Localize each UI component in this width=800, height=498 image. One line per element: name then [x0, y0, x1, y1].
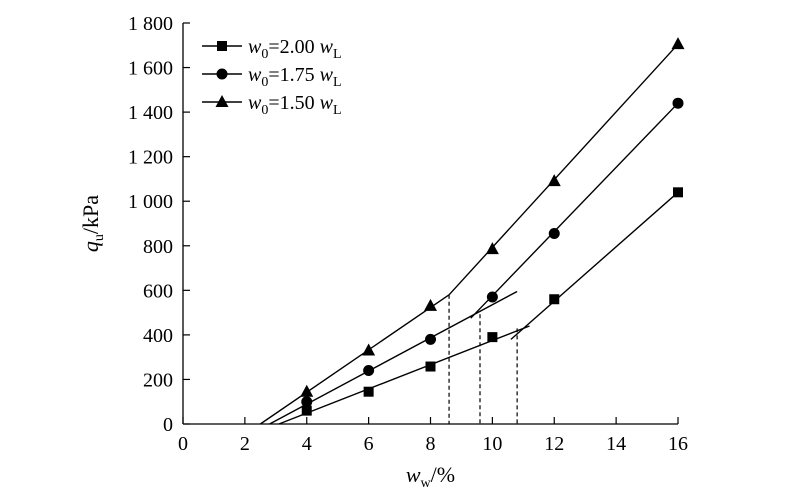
- fit-line-series-2: [470, 102, 679, 319]
- data-point-series-3: [362, 343, 376, 356]
- x-tick-label: 6: [364, 433, 374, 455]
- data-point-series-1: [549, 294, 560, 305]
- data-point-series-2: [301, 396, 313, 408]
- data-point-series-3: [485, 242, 499, 255]
- axes: 0 2 4 6 8 10 12 14 16 0 200 400 600 800 1 000 1 200 1 40…: [78, 13, 688, 491]
- data-point-series-2: [548, 228, 560, 240]
- data-point-series-3: [547, 174, 561, 187]
- fit-line-series-1: [278, 325, 530, 425]
- x-tick-label: 0: [178, 433, 188, 455]
- x-tick-label: 8: [426, 433, 436, 455]
- x-tick-label: 2: [240, 433, 250, 455]
- data-point-series-2: [425, 333, 436, 345]
- data-markers: [300, 37, 685, 416]
- y-tick-label: 1 800: [128, 13, 173, 35]
- fit-line-series-3: [259, 294, 450, 425]
- data-point-series-2: [363, 365, 375, 377]
- y-tick-label: 1 000: [128, 191, 173, 213]
- legend-marker-3: [215, 95, 229, 107]
- data-point-series-1: [673, 187, 683, 198]
- breakpoint-dashed-lines: [448, 294, 518, 424]
- y-tick-label: 0: [163, 414, 173, 436]
- data-point-series-1: [301, 405, 312, 416]
- x-tick-label: 10: [482, 433, 502, 455]
- y-tick-label: 800: [143, 236, 173, 258]
- legend-label-1: w0=2.00 wL: [248, 36, 342, 62]
- x-tick-label: 14: [606, 433, 626, 455]
- data-point-series-1: [363, 386, 374, 397]
- data-point-series-1: [487, 332, 498, 343]
- data-point-series-2: [672, 97, 684, 109]
- y-axis-title: qu/kPa: [78, 195, 107, 252]
- legend-marker-2: [216, 68, 228, 80]
- legend-label-3: w0=1.50 wL: [248, 92, 342, 118]
- data-point-series-3: [424, 298, 437, 311]
- x-tick-label: 12: [544, 433, 564, 455]
- y-tick-label: 1 600: [128, 58, 173, 80]
- y-tick-label: 1 400: [128, 102, 173, 124]
- fit-line-series-3: [448, 43, 679, 296]
- legend-marker-1: [217, 41, 227, 51]
- y-tick-label: 400: [143, 325, 173, 347]
- y-tick-label: 1 200: [128, 147, 173, 169]
- data-point-series-2: [486, 291, 498, 303]
- fit-line-series-1: [510, 191, 679, 340]
- data-point-series-3: [300, 384, 314, 397]
- data-point-series-1: [425, 361, 436, 372]
- y-tick-label: 200: [143, 369, 173, 391]
- x-tick-label: 4: [302, 433, 312, 455]
- x-axis-title: ww/%: [406, 462, 455, 491]
- legend-label-2: w0=1.75 wL: [248, 64, 342, 90]
- x-tick-label: 16: [668, 433, 688, 455]
- data-point-series-3: [671, 37, 685, 50]
- y-tick-label: 600: [143, 280, 173, 302]
